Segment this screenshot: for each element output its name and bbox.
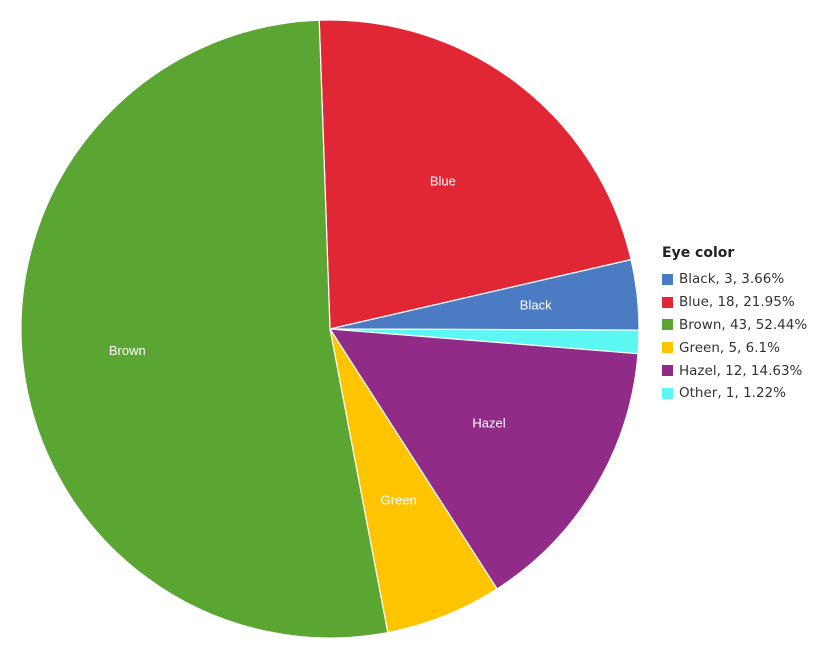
- slice-label-green: Green: [381, 493, 417, 508]
- slice-label-brown: Brown: [109, 343, 146, 358]
- pie-slice-brown[interactable]: [20, 19, 389, 639]
- legend-label-brown: Brown, 43, 52.44%: [679, 316, 808, 333]
- legend-item-brown[interactable]: Brown, 43, 52.44%: [662, 314, 807, 337]
- legend-swatch-green: [662, 342, 673, 354]
- legend-item-black[interactable]: Black, 3, 3.66%: [662, 268, 807, 291]
- legend-item-green[interactable]: Green, 5, 6.1%: [662, 336, 807, 359]
- legend-label-blue: Blue, 18, 21.95%: [679, 294, 795, 311]
- legend-label-green: Green, 5, 6.1%: [679, 339, 780, 356]
- legend-label-black: Black, 3, 3.66%: [679, 271, 785, 288]
- legend: Eye color Black, 3, 3.66% Blue, 18, 21.95…: [662, 244, 807, 405]
- slice-label-hazel: Hazel: [472, 416, 505, 431]
- legend-swatch-other: [662, 387, 673, 399]
- legend-swatch-blue: [662, 296, 673, 308]
- legend-title: Eye color: [662, 245, 735, 261]
- legend-item-blue[interactable]: Blue, 18, 21.95%: [662, 291, 807, 314]
- slice-label-blue: Blue: [430, 173, 456, 188]
- pie-slice-green[interactable]: [329, 328, 498, 634]
- legend-label-hazel: Hazel, 12, 14.63%: [679, 362, 803, 379]
- legend-item-hazel[interactable]: Hazel, 12, 14.63%: [662, 359, 807, 382]
- legend-label-other: Other, 1, 1.22%: [679, 385, 786, 402]
- legend-swatch-hazel: [662, 365, 673, 377]
- slice-label-black: Black: [520, 297, 552, 312]
- legend-items: Black, 3, 3.66% Blue, 18, 21.95% Brown, 43…: [662, 268, 807, 405]
- legend-swatch-brown: [662, 319, 673, 331]
- legend-item-other[interactable]: Other, 1, 1.22%: [662, 382, 807, 405]
- legend-swatch-black: [662, 273, 673, 285]
- pie-slice-blue[interactable]: [318, 19, 632, 330]
- pie-slice-hazel[interactable]: [328, 328, 639, 590]
